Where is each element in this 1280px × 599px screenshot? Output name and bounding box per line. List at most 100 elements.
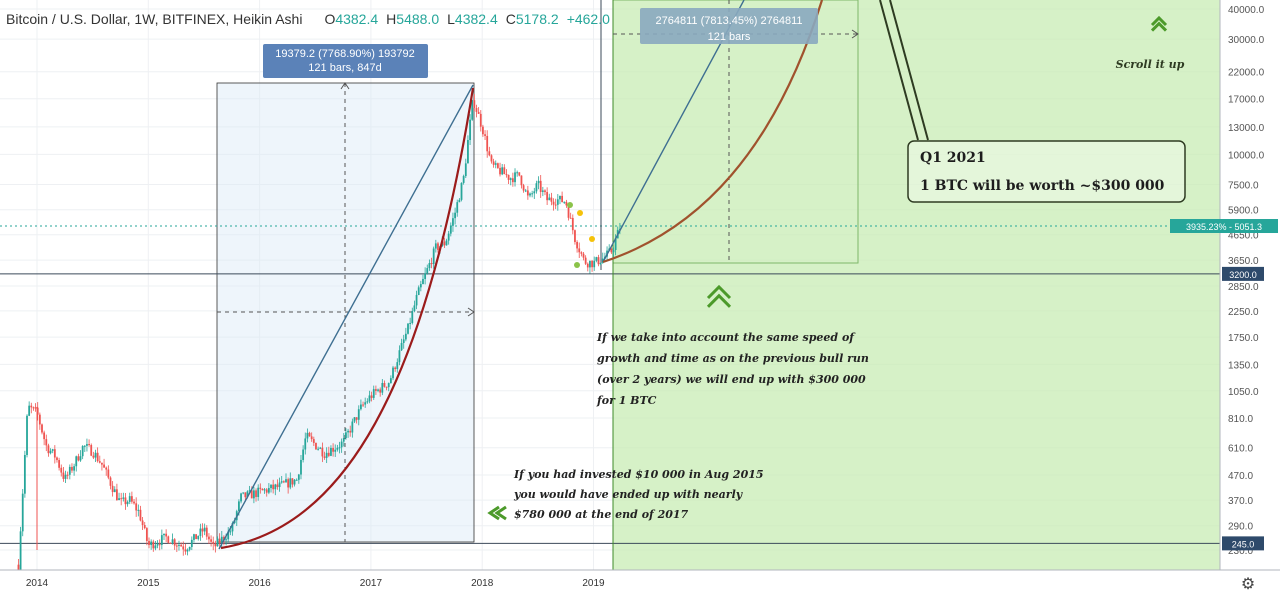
candle-body [68,466,71,475]
candle-body [83,445,86,447]
candle-body [533,191,536,194]
candle-body [90,445,93,456]
candle-body [295,479,298,481]
price-tick-label: 10000.0 [1228,150,1265,161]
candle-body [75,456,78,467]
candle-body [576,242,578,249]
candle-body [188,547,191,550]
candle-body [216,538,219,547]
candle-body [244,492,247,498]
candle-body [505,174,508,176]
candle-body [563,201,566,203]
candle-body [66,474,69,476]
candle-body [263,489,266,491]
candle-body [315,442,317,450]
candle-body [30,405,33,408]
candle-body [214,543,217,547]
candle-body [223,536,225,541]
candle-body [21,493,24,532]
candle-body [154,545,157,549]
candle-body [250,490,253,499]
candle-body [496,163,499,168]
price-tick-label: 290.0 [1228,522,1253,533]
candle-body [28,405,31,416]
candle-body [257,487,260,497]
candle-body [490,155,493,162]
candle-body [413,305,416,312]
candle-body [550,197,553,202]
candle-body [197,535,200,540]
candle-body [561,195,564,203]
candle-body [128,496,131,502]
scroll-note: Scroll it up [1116,58,1185,71]
candle-body [614,238,617,250]
candle-body [86,444,88,446]
candle-body [428,263,431,269]
candle-body [471,100,474,120]
candle-body [308,432,311,437]
chevron-up-icon [1150,15,1168,27]
chevron-up-icon [706,284,732,300]
candle-body [565,201,568,206]
candle-body [231,523,234,532]
candle-body [98,461,101,463]
candle-body [300,459,302,475]
candle-body [19,531,22,571]
candle-body [574,230,576,243]
candle-body [293,479,296,485]
candle-body [248,490,251,492]
candle-body [443,241,446,246]
candle-body [334,449,337,452]
candle-body [349,430,352,433]
candle-body [458,199,461,203]
future-note-line: growth and time as on the previous bull … [597,352,869,365]
candle-body [396,362,399,370]
change-value: +462.0 [566,11,610,27]
candle-body [514,172,516,183]
candle-body [178,544,180,546]
candle-body [111,485,114,493]
candle-body [526,190,529,196]
candle-body [456,202,459,213]
candle-body [432,248,435,265]
candle-body [118,498,120,501]
candle-body [45,439,48,446]
projection-zone [613,0,1220,570]
candle-body [218,538,221,544]
candle-body [36,407,39,415]
candle-body [394,367,397,370]
candle-body [148,540,150,545]
candle-body [306,432,309,439]
candle-body [53,449,56,458]
candle-body [404,333,407,340]
level-badge [1222,266,1264,281]
past-note-line: you would have ended up with nearly [513,488,744,501]
candle-body [332,447,334,452]
candle-body [152,541,155,549]
candle-body [43,432,46,440]
time-tick-label: 2016 [248,578,271,589]
candle-body [113,489,116,493]
candle-body [355,417,358,420]
price-tick-label: 40000.0 [1228,5,1265,16]
gear-icon[interactable]: ⚙ [1240,576,1256,593]
candle-body [163,533,165,536]
past-measure-label-bg [263,44,428,78]
candle-body [312,439,315,443]
candle-body [544,190,546,193]
candle-body [167,536,170,543]
candle-body [133,501,135,504]
candle-body [610,248,613,253]
candle-body [160,535,163,545]
candle-body [364,402,367,405]
candle-body [73,466,75,471]
candle-body [520,175,523,186]
candle-body [535,183,538,192]
arrow-right-icon [851,29,859,39]
candle-body [252,490,255,499]
candle-body [477,111,480,114]
candle-body [499,167,501,175]
past-growth-curve [220,87,475,550]
past-note-line: If you had invested $10 000 in Aug 2015 [513,468,764,481]
